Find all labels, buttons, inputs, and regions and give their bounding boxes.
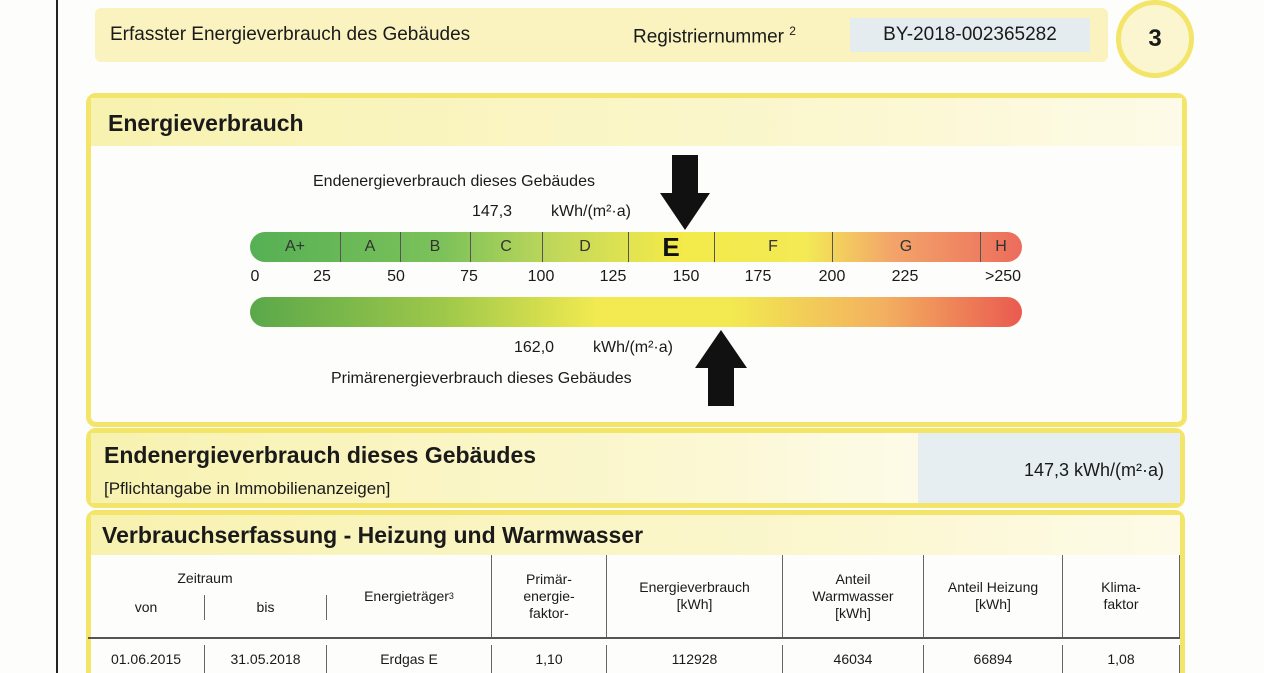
consumption-section xyxy=(86,510,1185,673)
registration-number: BY-2018-002365282 xyxy=(850,18,1090,52)
column-header: Anteil Warmwasser [kWh] xyxy=(783,555,924,637)
scale-label: 125 xyxy=(599,268,627,285)
scale-label: 200 xyxy=(818,268,846,285)
summary-value: 147,3 kWh/(m²·a) xyxy=(1023,460,1164,480)
down-arrow xyxy=(660,155,710,230)
margin-line xyxy=(56,0,58,673)
final-value: 147,3 xyxy=(472,203,513,220)
column-header: Anteil Heizung [kWh] xyxy=(924,555,1063,637)
consumption-title: Verbrauchserfassung - Heizung und Warmwa… xyxy=(102,522,644,548)
primary-value: 162,0 xyxy=(514,339,555,356)
table-cell: 1,08 xyxy=(1063,645,1180,673)
registration-label: Registriernummer 2 xyxy=(633,24,796,48)
class-label: E xyxy=(628,232,715,262)
table-cell: Erdgas E xyxy=(327,645,492,673)
column-header: bis xyxy=(205,595,327,620)
class-label: D xyxy=(542,232,629,262)
summary-title: Endenergieverbrauch dieses Gebäudes xyxy=(104,442,537,468)
class-label: C xyxy=(470,232,543,262)
final-unit: kWh/(m²·a) xyxy=(551,203,631,220)
class-label: G xyxy=(832,232,981,262)
scale-label: 0 xyxy=(250,268,260,285)
carrier-sup: 3 xyxy=(448,590,454,601)
class-label: A+ xyxy=(250,232,341,262)
class-label: A xyxy=(340,232,401,262)
class-bar: A+ A B C D E F G H xyxy=(250,232,1022,262)
final-label: Endenergieverbrauch dieses Gebäudes xyxy=(313,173,595,190)
scale-label: 150 xyxy=(672,268,700,285)
column-header: Energieträger 3 xyxy=(327,555,492,637)
table-cell: 1,10 xyxy=(492,645,607,673)
table-cell: 112928 xyxy=(607,645,783,673)
registration-label-text: Registriernummer xyxy=(633,26,784,48)
scale-label: 175 xyxy=(744,268,772,285)
table-cell: 46034 xyxy=(783,645,924,673)
primary-unit: kWh/(m²·a) xyxy=(593,339,673,356)
class-label: B xyxy=(400,232,471,262)
column-header: Klima- faktor xyxy=(1063,555,1180,637)
energy-title: Energieverbrauch xyxy=(108,110,304,136)
page-number: 3 xyxy=(1116,0,1194,78)
up-arrow xyxy=(695,330,747,406)
table-rule xyxy=(88,637,1180,639)
table-cell: 31.05.2018 xyxy=(205,645,327,673)
scale-label: 25 xyxy=(313,268,331,285)
consumption-band xyxy=(91,515,1180,555)
scale-label: 225 xyxy=(891,268,919,285)
column-header: von xyxy=(88,595,205,620)
registration-sup: 2 xyxy=(789,24,796,38)
gradient-bar xyxy=(250,297,1022,327)
scale-label: >250 xyxy=(984,268,1022,285)
class-label: F xyxy=(714,232,833,262)
scale-label: 50 xyxy=(387,268,405,285)
column-header: Energieverbrauch [kWh] xyxy=(607,555,783,637)
summary-note: [Pflichtangabe in Immobilienanzeigen] xyxy=(104,479,391,498)
scale-label: 75 xyxy=(460,268,478,285)
header-title: Erfasster Energieverbrauch des Gebäudes xyxy=(110,24,471,45)
table-cell: 66894 xyxy=(924,645,1063,673)
table-cell: 01.06.2015 xyxy=(88,645,205,673)
summary-value-box xyxy=(918,433,1180,503)
column-header: Primär- energie- faktor- xyxy=(492,555,607,637)
energy-band xyxy=(91,98,1182,146)
period-label: Zeitraum xyxy=(177,570,233,586)
class-label: H xyxy=(995,238,1007,255)
scale-label: 100 xyxy=(527,268,555,285)
energy-section xyxy=(86,93,1187,427)
summary-band xyxy=(91,433,918,503)
summary-section xyxy=(86,428,1185,508)
primary-label: Primärenergieverbrauch dieses Gebäudes xyxy=(331,370,632,387)
